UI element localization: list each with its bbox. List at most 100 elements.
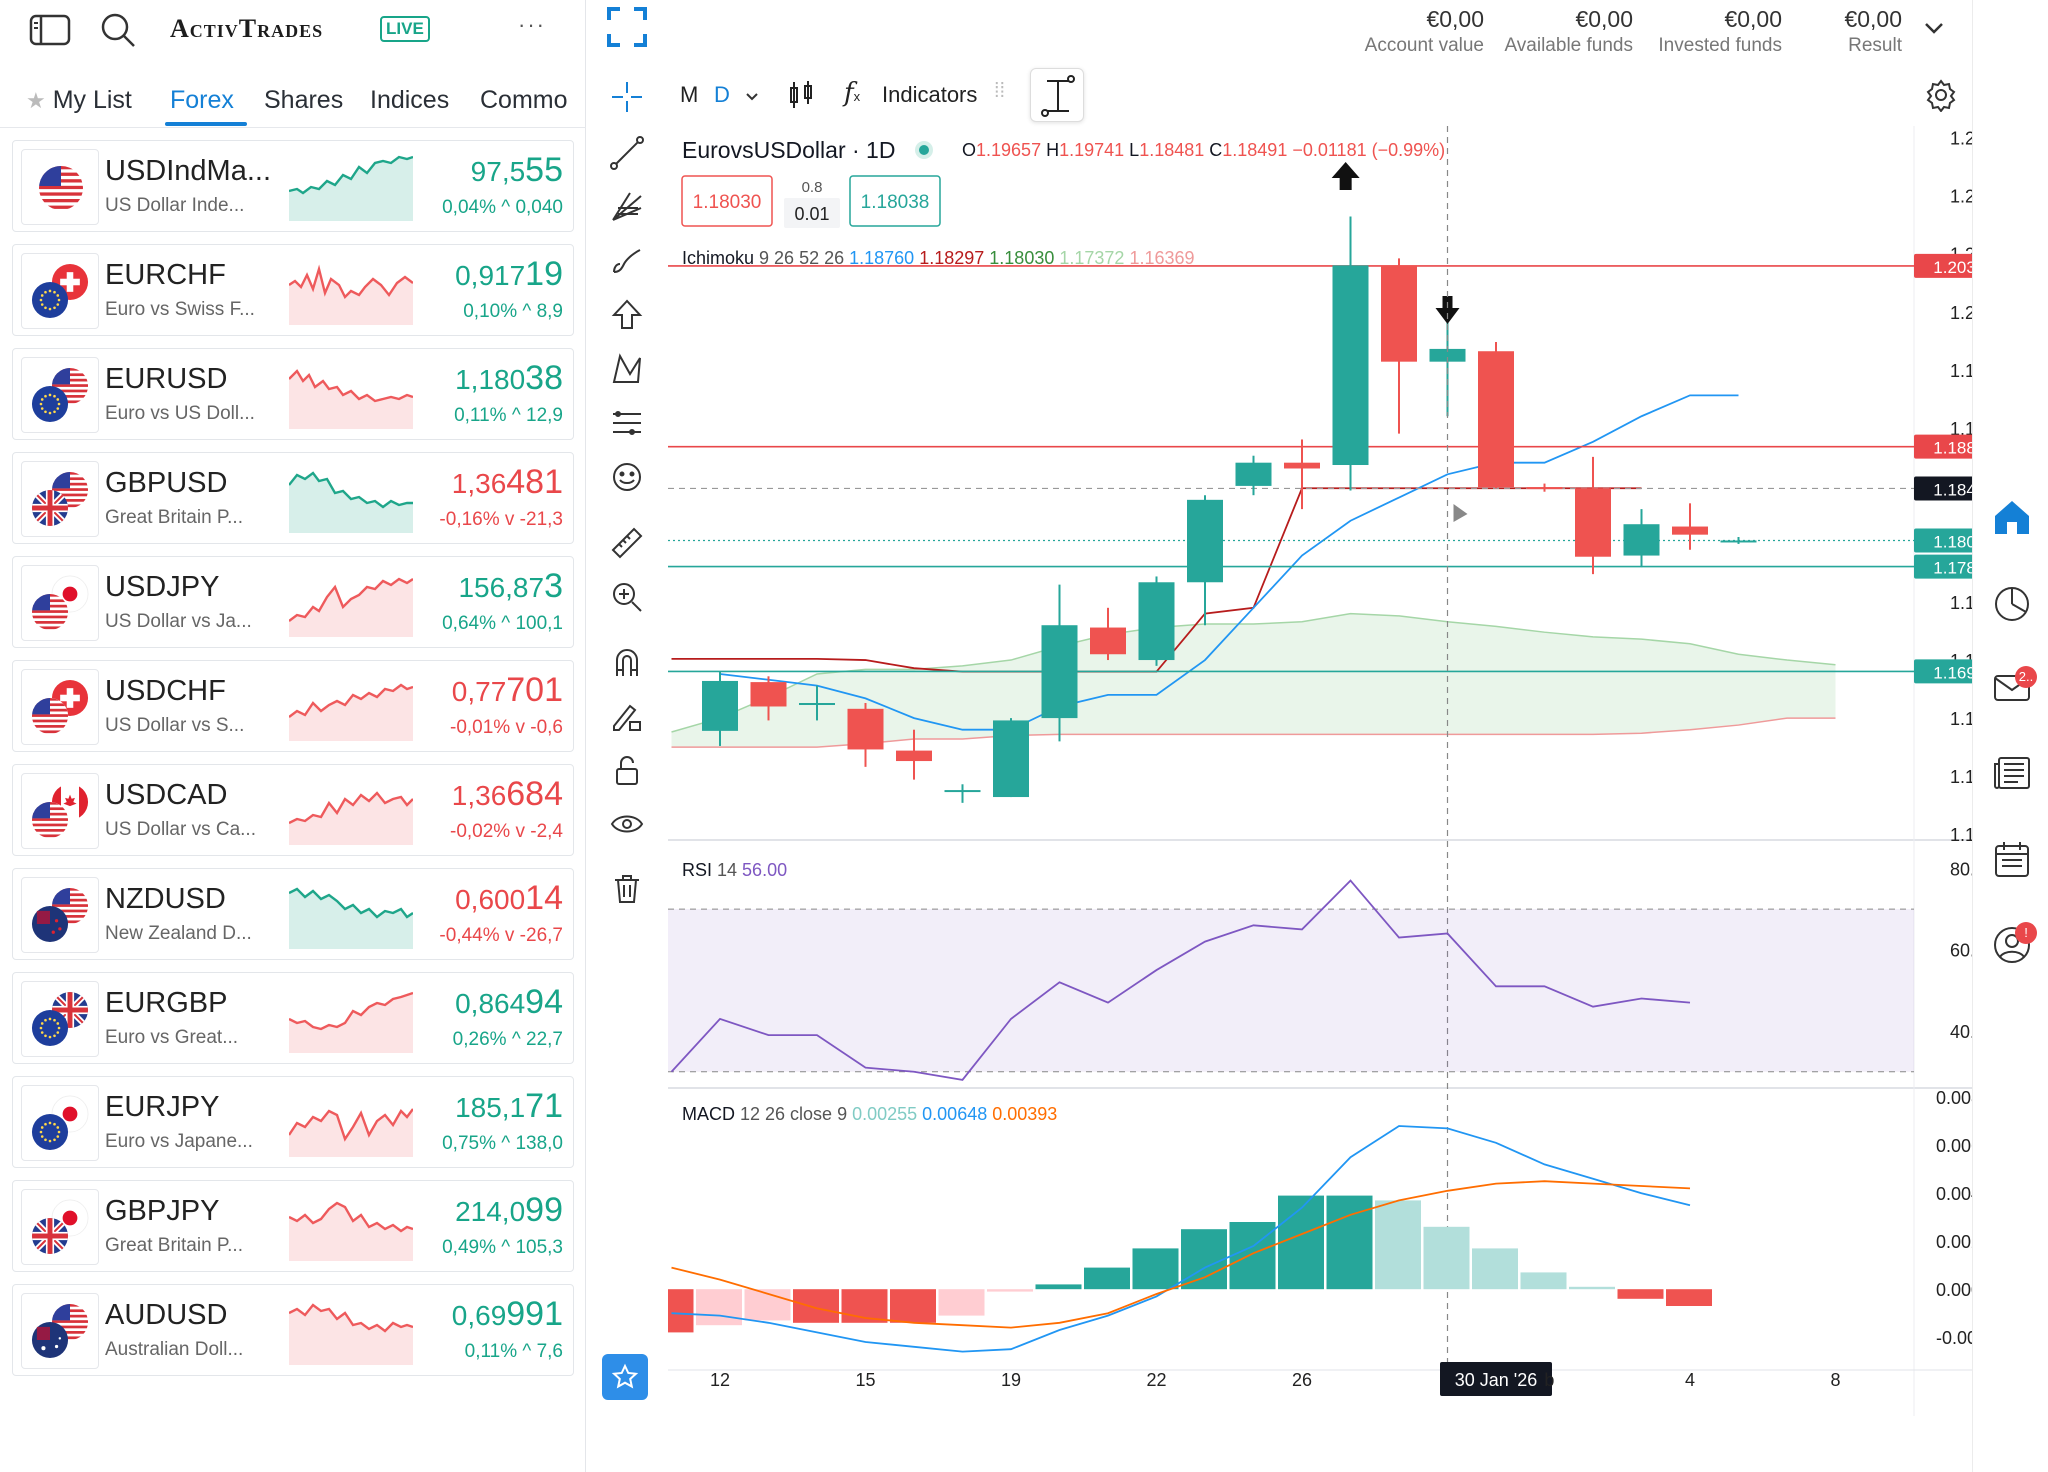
visibility-icon[interactable] [606, 804, 648, 846]
pattern-icon[interactable] [606, 348, 648, 390]
candle [896, 750, 932, 762]
mail-badge: 2.. [2015, 666, 2037, 688]
emoji-icon[interactable] [606, 456, 648, 498]
tab-indices[interactable]: Indices [370, 86, 450, 114]
macd-axis-label: -0.00200 [1936, 1328, 1974, 1348]
unlock-icon[interactable] [606, 750, 648, 792]
candle [1138, 582, 1175, 661]
tab-my-list[interactable]: ★ My List [26, 86, 132, 114]
tab-commodities[interactable]: Commo [480, 86, 568, 114]
brush-icon[interactable] [606, 240, 648, 282]
more-menu-icon[interactable]: ··· [518, 12, 546, 37]
instrument-card[interactable]: USDCAD US Dollar vs Ca... 1,36684 -0,02%… [12, 764, 574, 856]
indicators-button[interactable]: Indicators [882, 82, 978, 107]
instrument-description: Euro vs Swiss F... [105, 299, 255, 320]
macd-axis-label: 0.00000 [1936, 1280, 1974, 1300]
macd-histogram-bar [1472, 1248, 1518, 1290]
search-icon[interactable] [96, 10, 140, 50]
macd-axis-label: 0.00600 [1936, 1136, 1974, 1156]
time-axis-label: 8 [1830, 1370, 1840, 1390]
interval-chevron-icon[interactable] [744, 84, 760, 110]
profile-icon[interactable]: ! [1991, 922, 2037, 966]
instrument-card[interactable]: USDIndMa... US Dollar Inde... 97,555 0,0… [12, 140, 574, 232]
available-funds: €0,00 Available funds [1504, 6, 1633, 56]
instrument-symbol: USDCHF [105, 675, 226, 707]
sparkline [289, 155, 413, 221]
candles-icon[interactable] [788, 80, 814, 116]
instrument-description: US Dollar vs Ja... [105, 611, 252, 632]
function-icon[interactable]: fx [844, 78, 861, 108]
candle [750, 682, 787, 707]
instrument-card[interactable]: EURGBP Euro vs Great... 0,86494 0,26% ^ … [12, 972, 574, 1064]
ruler-icon[interactable] [606, 522, 648, 564]
trash-icon[interactable] [606, 868, 648, 910]
chart-settings-icon[interactable] [1924, 78, 1958, 113]
tab-shares[interactable]: Shares [264, 86, 344, 114]
chart-canvas[interactable]: 1.215001.210001.205001.200001.195001.190… [647, 126, 2015, 1426]
instrument-card[interactable]: USDJPY US Dollar vs Ja... 156,873 0,64% … [12, 556, 574, 648]
price-axis-label: 1.16000 [1950, 767, 1974, 787]
instrument-card[interactable]: USDCHF US Dollar vs S... 0,77701 -0,01% … [12, 660, 574, 752]
currency-flags-icon [21, 253, 99, 329]
crosshair-icon[interactable] [606, 76, 648, 118]
instrument-panel: ActivTrades LIVE ··· ★ My List Forex Sha… [0, 0, 586, 1472]
instrument-card[interactable]: GBPUSD Great Britain P... 1,36481 -0,16%… [12, 452, 574, 544]
spread-label: 0.8 [802, 179, 823, 196]
instrument-symbol: AUDUSD [105, 1299, 228, 1331]
sidebar-toggle-icon[interactable] [28, 10, 72, 50]
candle [1284, 462, 1320, 469]
instrument-price: 214,099 [455, 1191, 563, 1229]
macd-histogram-bar [1229, 1222, 1276, 1290]
price-chart[interactable]: 1.215001.210001.205001.200001.195001.190… [647, 126, 2015, 1426]
price-tag-label: 1.18838 [1933, 439, 1974, 458]
ichimoku-legend: Ichimoku 9 26 52 26 1.18760 1.18297 1.18… [682, 248, 1195, 268]
instrument-symbol: GBPJPY [105, 1195, 220, 1227]
mail-icon[interactable]: 2.. [1991, 666, 2037, 708]
macd-histogram-bar [1666, 1289, 1712, 1306]
arrow-up-shape-icon[interactable] [606, 294, 648, 336]
chevron-down-icon[interactable] [1920, 14, 1948, 42]
home-icon[interactable] [1991, 496, 2033, 538]
sparkline [289, 683, 413, 741]
calendar-icon[interactable] [1991, 838, 2033, 880]
instrument-symbol: EURUSD [105, 363, 228, 395]
price-axis-label: 1.19500 [1950, 361, 1974, 381]
currency-flags-icon [21, 1085, 99, 1161]
instrument-card[interactable]: EURUSD Euro vs US Doll... 1,18038 0,11% … [12, 348, 574, 440]
instrument-card[interactable]: NZDUSD New Zealand D... 0,60014 -0,44% v… [12, 868, 574, 960]
trend-line-icon[interactable] [606, 132, 648, 174]
fullscreen-icon[interactable] [606, 6, 648, 48]
currency-flags-icon [21, 981, 99, 1057]
divider [0, 127, 586, 128]
instrument-description: US Dollar Inde... [105, 195, 245, 216]
price-tag-label: 1.20395 [1933, 258, 1974, 277]
instrument-card[interactable]: EURJPY Euro vs Japane... 185,171 0,75% ^… [12, 1076, 574, 1168]
rsi-axis-label: 80.00 [1950, 859, 1974, 879]
instrument-card[interactable]: GBPJPY Great Britain P... 214,099 0,49% … [12, 1180, 574, 1272]
tab-forex[interactable]: Forex [170, 86, 234, 114]
drag-handle-icon[interactable]: ⁞⁞ [994, 80, 1006, 102]
portfolio-pie-icon[interactable] [1991, 582, 2033, 624]
instrument-change: -0,16% v -21,3 [439, 509, 563, 530]
instrument-price: 1,18038 [455, 359, 563, 397]
magnet-icon[interactable] [606, 642, 648, 684]
news-icon[interactable] [1991, 752, 2033, 794]
candle [1090, 627, 1126, 655]
macd-line [671, 1125, 1691, 1353]
draw-lock-icon[interactable] [606, 696, 648, 738]
sparkline [289, 991, 413, 1053]
interval-month-button[interactable]: M [680, 82, 699, 107]
macd-axis-label: 0.00400 [1936, 1184, 1974, 1204]
forecast-icon[interactable] [606, 402, 648, 444]
currency-flags-icon [21, 1293, 99, 1369]
price-axis-label: 1.21000 [1950, 187, 1974, 207]
measure-tool-icon[interactable] [1030, 68, 1084, 122]
macd-histogram-bar [987, 1289, 1033, 1292]
zoom-in-icon[interactable] [606, 576, 648, 618]
interval-day-button[interactable]: D [714, 82, 730, 107]
fib-fan-icon[interactable] [606, 186, 648, 228]
instrument-card[interactable]: EURCHF Euro vs Swiss F... 0,91719 0,10% … [12, 244, 574, 336]
instrument-card[interactable]: AUDUSD Australian Doll... 0,69991 0,11% … [12, 1284, 574, 1376]
favorite-star-button[interactable] [602, 1354, 648, 1400]
